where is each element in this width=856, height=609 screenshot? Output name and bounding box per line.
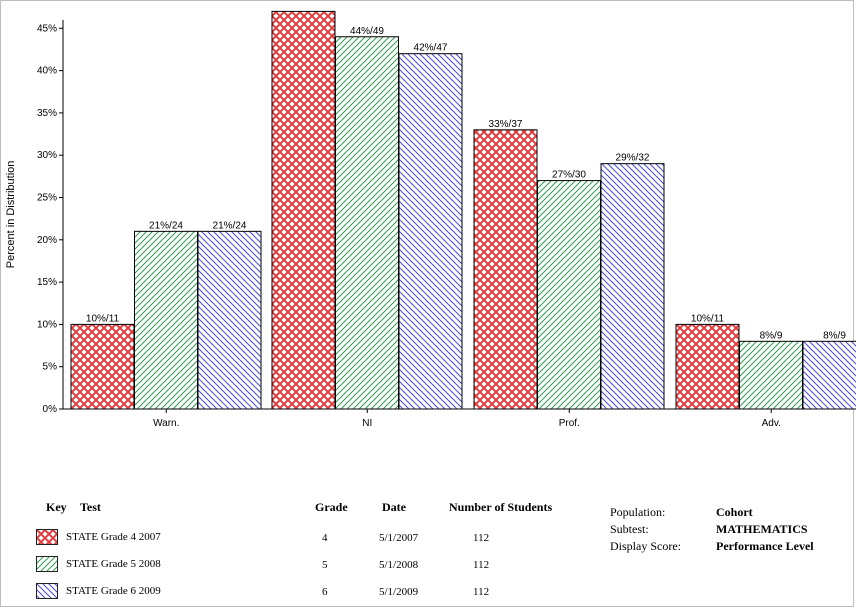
bar-value-label: 8%/9 xyxy=(760,330,783,341)
y-tick-label: 0% xyxy=(43,404,58,415)
bar xyxy=(600,163,665,410)
bar xyxy=(134,230,198,410)
bar xyxy=(335,36,399,410)
y-tick-label: 30% xyxy=(37,150,57,161)
x-tick-label: NI xyxy=(362,418,372,429)
y-tick-label: 45% xyxy=(37,23,57,34)
x-tick-label: Adv. xyxy=(762,418,781,429)
bar-value-label: 44%/49 xyxy=(350,26,384,37)
bar-value-label: 10%/11 xyxy=(86,313,120,324)
y-tick-label: 20% xyxy=(37,235,57,246)
bar xyxy=(802,340,856,410)
bar-chart: 0% 5% 10% 15% 20% 25% 30% 35% 40% 45% Percent in D… xyxy=(5,10,856,429)
x-tick-label: Warn. xyxy=(153,418,179,429)
y-tick-label: 5% xyxy=(43,362,58,373)
bar-value-label: 27%/30 xyxy=(552,170,586,181)
x-tick-label: Prof. xyxy=(559,418,580,429)
bar xyxy=(70,323,135,410)
bar-value-label: 42%/47 xyxy=(414,43,448,54)
bar-value-label: 10%/11 xyxy=(691,313,725,324)
bar xyxy=(197,230,262,410)
bar-value-label: 21%/24 xyxy=(149,220,183,231)
y-axis-title: Percent in Distribution xyxy=(5,161,17,269)
bar-value-label: 21%/24 xyxy=(213,220,247,231)
y-tick-label: 15% xyxy=(37,277,57,288)
bar xyxy=(473,129,538,410)
bar xyxy=(398,53,463,410)
y-tick-label: 25% xyxy=(37,193,57,204)
y-tick-label: 40% xyxy=(37,66,57,77)
bar xyxy=(739,340,803,410)
bar xyxy=(675,323,740,410)
bar xyxy=(537,180,601,410)
bar-value-label: 29%/32 xyxy=(616,153,650,164)
bar xyxy=(271,10,336,410)
y-tick-label: 35% xyxy=(37,108,57,119)
bar-value-label: 8%/9 xyxy=(823,330,846,341)
y-tick-label: 10% xyxy=(37,319,57,330)
bar-value-label: 33%/37 xyxy=(489,119,523,130)
